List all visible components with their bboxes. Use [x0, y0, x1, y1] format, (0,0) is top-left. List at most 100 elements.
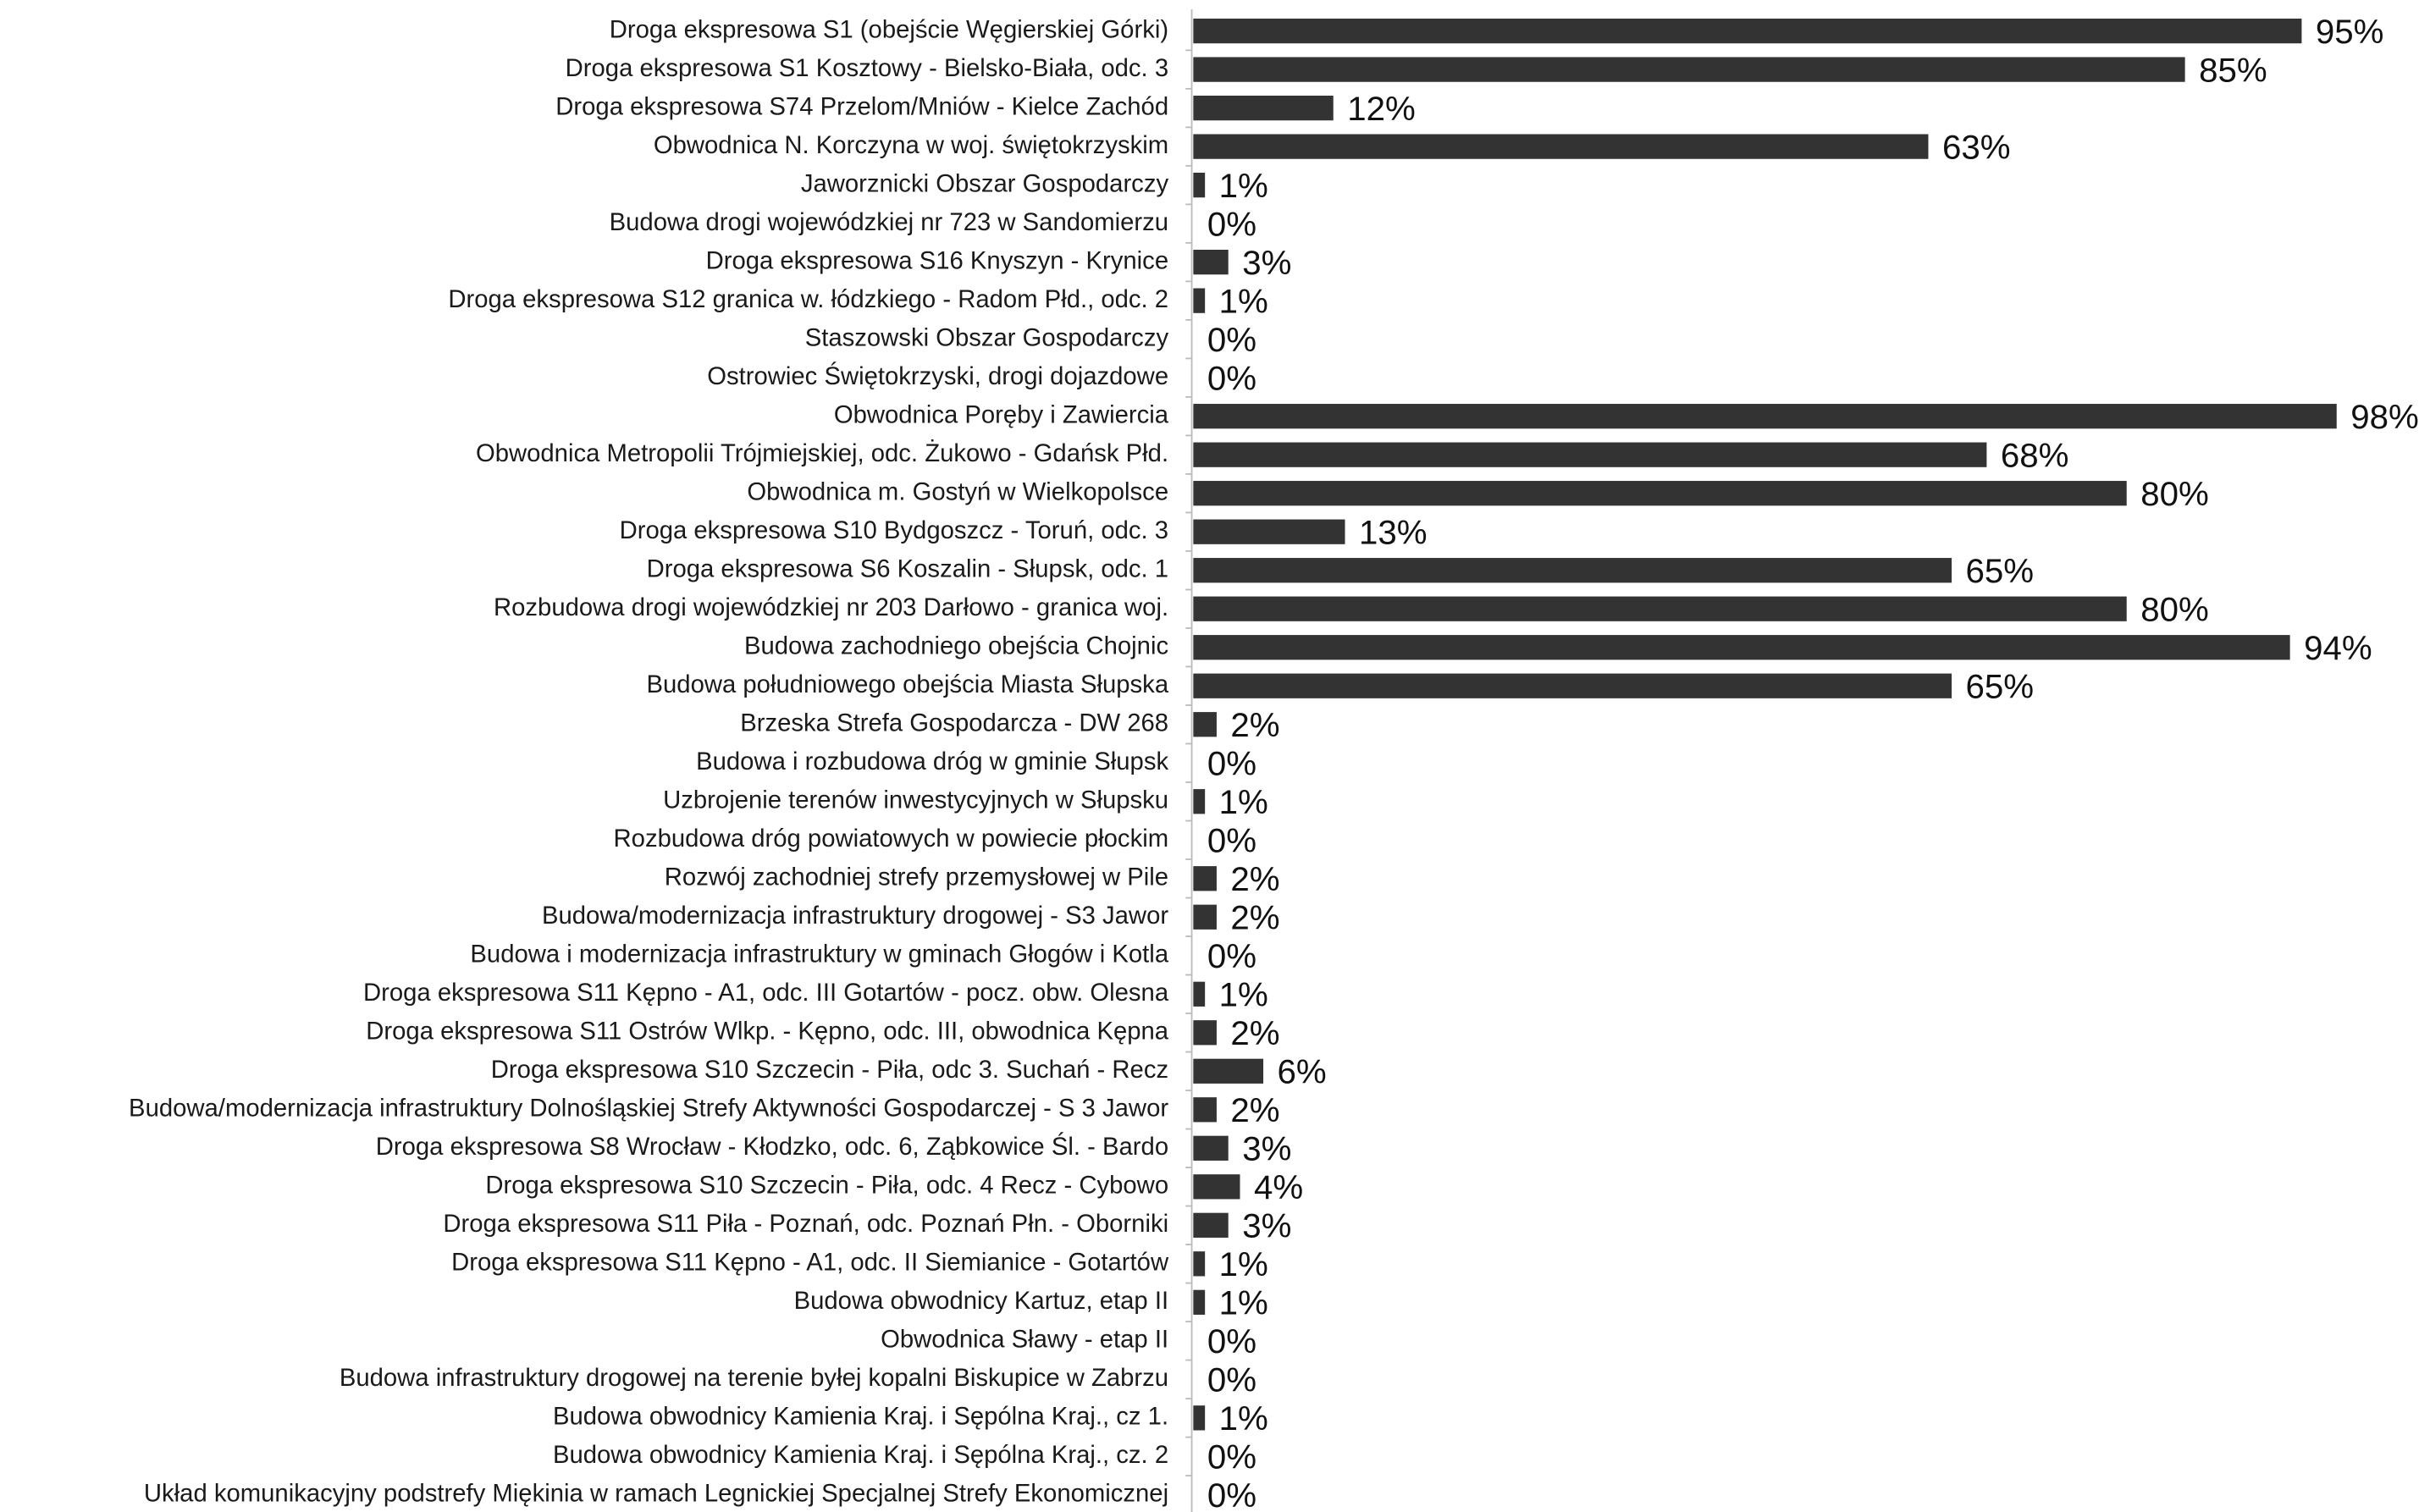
value-label: 13%	[1359, 513, 1428, 551]
category-label: Układ komunikacyjny podstrefy Miękinia w…	[144, 1481, 1168, 1508]
value-label: 3%	[1242, 1207, 1291, 1245]
value-label: 80%	[2140, 590, 2209, 628]
value-label: 0%	[1207, 1438, 1256, 1476]
category-label: Obwodnica Poręby i Zawiercia	[834, 401, 1169, 428]
bar	[1193, 442, 1987, 467]
category-label: Droga ekspresowa S10 Szczecin - Piła, od…	[491, 1057, 1168, 1084]
value-label: 1%	[1219, 1245, 1268, 1283]
bar	[1193, 635, 2290, 660]
value-label: 0%	[1207, 937, 1256, 975]
value-label: 94%	[2304, 629, 2372, 667]
value-label: 85%	[2199, 51, 2267, 89]
category-label: Staszowski Obszar Gospodarczy	[805, 324, 1169, 351]
bar	[1193, 1058, 1264, 1084]
category-label: Jaworznicki Obszar Gospodarczy	[801, 170, 1169, 197]
category-label: Budowa obwodnicy Kartuz, etap II	[794, 1288, 1168, 1315]
bar	[1193, 712, 1217, 737]
bar	[1193, 1289, 1206, 1315]
category-label: Budowa i rozbudowa dróg w gminie Słupsk	[696, 748, 1168, 775]
value-label: 2%	[1230, 706, 1279, 744]
bar	[1193, 288, 1206, 313]
value-label: 4%	[1254, 1168, 1303, 1206]
category-label: Budowa i modernizacja infrastruktury w g…	[470, 941, 1168, 968]
category-label: Rozbudowa dróg powiatowych w powiecie pł…	[614, 825, 1169, 853]
bar	[1193, 1212, 1229, 1238]
category-label: Droga ekspresowa S12 granica w. łódzkieg…	[448, 286, 1168, 313]
bar	[1193, 789, 1206, 814]
value-label: 63%	[1942, 128, 2011, 166]
value-label: 0%	[1207, 205, 1256, 243]
value-label: 95%	[2316, 13, 2384, 51]
category-label: Obwodnica m. Gostyń w Wielkopolsce	[747, 478, 1168, 505]
value-label: 2%	[1230, 1014, 1279, 1052]
category-label: Budowa infrastruktury drogowej na tereni…	[340, 1365, 1168, 1392]
value-label: 0%	[1207, 321, 1256, 359]
category-label: Budowa drogi wojewódzkiej nr 723 w Sando…	[610, 209, 1168, 236]
bar	[1193, 981, 1206, 1007]
value-label: 1%	[1219, 282, 1268, 320]
category-label: Obwodnica N. Korczyna w woj. świętokrzys…	[654, 132, 1168, 159]
bar	[1193, 481, 2127, 506]
value-label: 65%	[1966, 668, 2035, 706]
category-label: Budowa/modernizacja infrastruktury drogo…	[542, 902, 1168, 930]
value-label: 6%	[1278, 1053, 1327, 1091]
bar	[1193, 1097, 1217, 1123]
value-label: 68%	[2001, 436, 2069, 474]
bar	[1193, 596, 2127, 621]
category-label: Ostrowiec Świętokrzyski, drogi dojazdowe	[707, 361, 1168, 390]
bar	[1193, 95, 1334, 121]
bar	[1193, 172, 1206, 198]
value-label: 0%	[1207, 745, 1256, 783]
bar	[1193, 57, 2185, 82]
bar	[1193, 134, 1929, 159]
category-label: Droga ekspresowa S8 Wrocław - Kłodzko, o…	[376, 1132, 1168, 1161]
category-label: Rozbudowa drogi wojewódzkiej nr 203 Darł…	[494, 594, 1168, 621]
category-label: Droga ekspresowa S11 Piła - Poznań, odc.…	[443, 1211, 1168, 1238]
value-label: 1%	[1219, 976, 1268, 1014]
bar	[1193, 18, 2302, 44]
bar	[1193, 1020, 1217, 1046]
bar	[1193, 673, 1952, 698]
category-label: Droga ekspresowa S11 Kępno - A1, odc. II…	[363, 979, 1169, 1007]
category-label: Budowa obwodnicy Kamienia Kraj. i Sępóln…	[553, 1404, 1168, 1431]
category-label: Droga ekspresowa S11 Ostrów Wlkp. - Kępn…	[366, 1018, 1169, 1046]
bar	[1193, 404, 2337, 429]
category-label: Droga ekspresowa S16 Knyszyn - Krynice	[706, 247, 1169, 274]
category-label: Brzeska Strefa Gospodarcza - DW 268	[740, 709, 1168, 737]
category-label: Droga ekspresowa S1 Kosztowy - Bielsko-B…	[566, 55, 1168, 82]
category-label: Droga ekspresowa S6 Koszalin - Słupsk, o…	[647, 555, 1169, 582]
value-label: 1%	[1219, 1399, 1268, 1438]
category-label: Budowa południowego obejścia Miasta Słup…	[647, 671, 1169, 698]
value-label: 0%	[1207, 1361, 1256, 1399]
value-label: 98%	[2350, 398, 2419, 436]
value-label: 2%	[1230, 860, 1279, 898]
bar	[1193, 519, 1345, 544]
value-label: 1%	[1219, 167, 1268, 205]
value-label: 0%	[1207, 359, 1256, 397]
value-label: 0%	[1207, 822, 1256, 860]
category-label: Budowa zachodniego obejścia Chojnic	[744, 632, 1168, 659]
value-label: 2%	[1230, 1091, 1279, 1129]
value-label: 3%	[1242, 1130, 1291, 1168]
value-label: 2%	[1230, 899, 1279, 937]
value-label: 0%	[1207, 1322, 1256, 1360]
value-label: 1%	[1219, 1284, 1268, 1322]
category-label: Rozwój zachodniej strefy przemysłowej w …	[665, 864, 1168, 891]
category-label: Obwodnica Metropolii Trójmiejskiej, odc.…	[476, 439, 1168, 467]
bar	[1193, 866, 1217, 891]
bar	[1193, 250, 1229, 275]
value-label: 65%	[1966, 552, 2035, 590]
value-label: 12%	[1347, 90, 1416, 128]
category-label: Droga ekspresowa S11 Kępno - A1, odc. II…	[451, 1250, 1169, 1277]
category-label: Droga ekspresowa S74 Przelom/Mniów - Kie…	[555, 93, 1168, 120]
bar	[1193, 1251, 1206, 1277]
value-label: 1%	[1219, 783, 1268, 821]
bar	[1193, 1135, 1229, 1161]
category-label: Droga ekspresowa S1 (obejście Węgierskie…	[610, 16, 1168, 43]
category-label: Droga ekspresowa S10 Szczecin - Piła, od…	[485, 1173, 1168, 1200]
value-label: 80%	[2140, 475, 2209, 513]
category-label: Budowa/modernizacja infrastruktury Dolno…	[129, 1095, 1168, 1123]
category-label: Droga ekspresowa S10 Bydgoszcz - Toruń, …	[620, 517, 1169, 544]
